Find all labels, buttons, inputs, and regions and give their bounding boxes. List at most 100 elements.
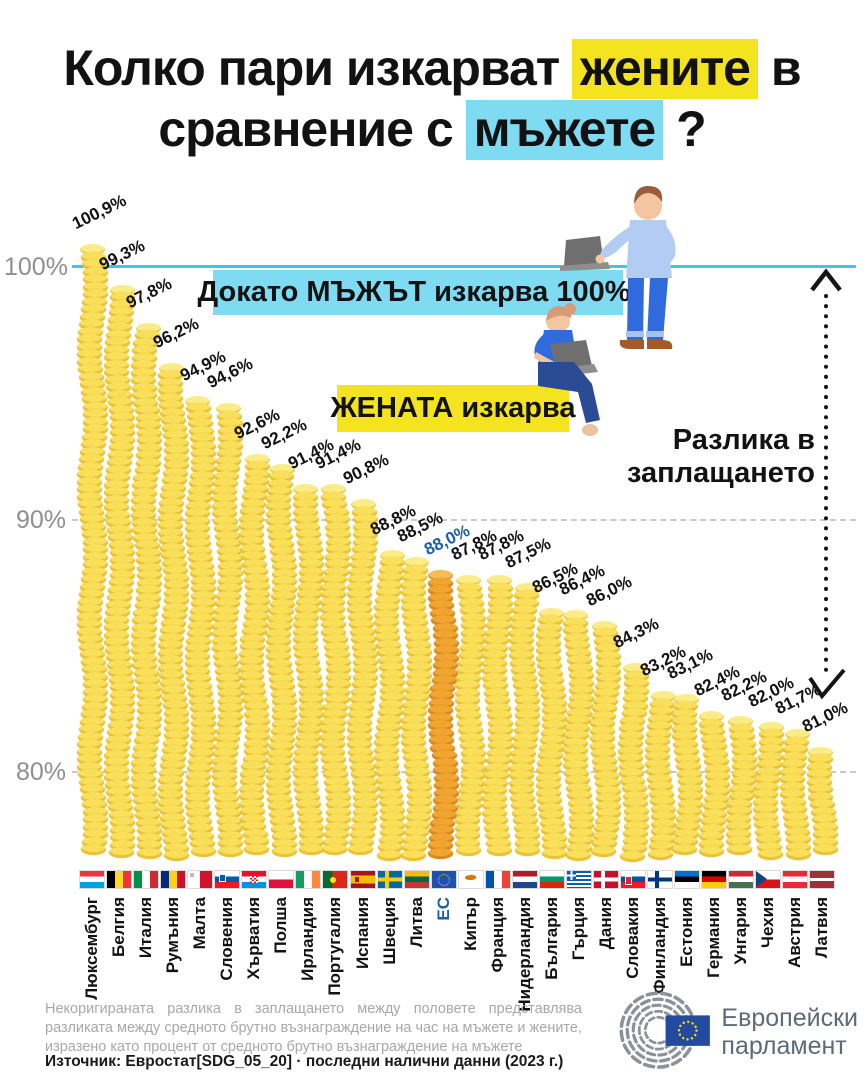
- coin-icon: [485, 627, 511, 639]
- coin-icon: [82, 289, 108, 301]
- coin-icon: [321, 761, 347, 773]
- coin-icon: [347, 739, 372, 751]
- coin-icon: [622, 790, 648, 802]
- title-text: сравнение с: [158, 101, 466, 157]
- coin-icon: [265, 508, 291, 520]
- coin-icon: [432, 810, 458, 821]
- flag-dk-icon: [593, 871, 618, 888]
- title-line-2: сравнение с мъжете ?: [0, 99, 864, 160]
- coin-icon: [243, 476, 269, 488]
- coin-icon: [353, 791, 378, 803]
- coin-icon: [134, 540, 160, 552]
- coin-icon: [238, 798, 264, 810]
- coin-icon: [536, 645, 562, 657]
- coin-icon: [214, 530, 240, 542]
- coin-icon: [130, 495, 156, 507]
- coin-icon: [511, 612, 537, 624]
- coin-icon: [484, 635, 510, 647]
- coin-icon: [510, 755, 536, 767]
- coin-icon: [292, 506, 318, 518]
- coin-icon: [484, 822, 510, 834]
- coin-icon: [536, 772, 562, 784]
- title-text: Колко пари изкарват: [63, 40, 573, 96]
- coin-icon: [672, 836, 698, 848]
- coin-icon: [591, 748, 617, 759]
- coin-icon: [379, 797, 405, 809]
- coin-icon: [725, 836, 751, 848]
- coin-icon: [319, 611, 345, 623]
- coin-icon: [541, 825, 567, 837]
- coin-icon: [81, 799, 107, 811]
- coin-icon: [564, 730, 590, 742]
- coin-icon: [267, 478, 293, 490]
- coin-icon: [563, 760, 589, 772]
- coin-icon: [729, 731, 755, 743]
- coin-icon: [404, 759, 430, 771]
- coin-icon: [514, 597, 540, 609]
- coin-icon: [244, 588, 270, 600]
- coin-icon: [461, 620, 487, 632]
- coin-icon: [240, 821, 266, 833]
- coin-icon: [812, 844, 838, 856]
- coin-icon: [509, 642, 535, 654]
- coin-icon: [136, 442, 162, 454]
- coin-icon: [106, 727, 132, 739]
- coin-icon: [239, 641, 265, 653]
- coin-icon: [132, 795, 158, 807]
- coin-icon: [542, 840, 568, 852]
- coin-icon: [405, 819, 431, 831]
- coin-icon: [404, 827, 430, 839]
- coin-icon: [298, 686, 324, 698]
- coin-icon: [727, 716, 753, 728]
- coin-icon: [292, 641, 318, 653]
- coin-icon: [240, 761, 266, 773]
- coin-icon: [483, 815, 509, 827]
- coin-icon: [375, 729, 401, 741]
- coin-icon: [509, 627, 535, 639]
- coin-icon: [347, 589, 372, 601]
- coin-icon: [163, 580, 189, 592]
- coin-icon: [322, 836, 348, 848]
- coin-icon: [322, 634, 348, 646]
- coin-icon: [82, 416, 108, 428]
- coin-icon: [725, 828, 751, 840]
- coin-icon: [184, 658, 210, 670]
- coin-icon: [131, 352, 157, 364]
- coin-icon: [106, 322, 132, 334]
- coin-icon: [378, 572, 404, 584]
- coin-icon: [76, 469, 102, 481]
- coin-icon: [243, 738, 269, 750]
- coin-icon: [162, 430, 188, 442]
- ep-logo-text: Европейски парламент: [721, 1004, 858, 1061]
- coin-icon: [242, 483, 268, 495]
- coin-icon: [267, 666, 293, 678]
- coin-icon: [321, 574, 347, 586]
- coin-icon: [244, 731, 270, 743]
- coin-icon: [107, 719, 133, 731]
- coin-icon: [455, 837, 481, 849]
- coin-icon: [380, 819, 406, 831]
- coin-icon: [81, 836, 107, 848]
- coin-icon: [78, 776, 104, 788]
- country-label-si: Словения: [217, 897, 237, 981]
- coin-icon: [644, 736, 670, 748]
- coin-icon: [379, 564, 405, 576]
- coin-icon: [215, 590, 241, 602]
- coin-icon: [270, 591, 296, 603]
- coin-icon: [105, 517, 131, 529]
- coin-icon: [380, 827, 406, 839]
- coin-icon: [704, 778, 730, 790]
- coin-icon: [704, 771, 730, 783]
- coin-icon: [211, 485, 237, 497]
- coin-icon: [482, 800, 508, 812]
- man-with-laptop-illustration: [560, 186, 676, 349]
- coin-icon: [347, 596, 372, 608]
- coin-stack-dk: [590, 620, 622, 863]
- coin-icon: [461, 762, 487, 774]
- coin-icon: [271, 583, 297, 595]
- flag-fr-icon: [485, 871, 510, 888]
- country-label-lt: Литва: [406, 897, 426, 948]
- coin-icon: [756, 841, 782, 853]
- coin-icon: [319, 724, 345, 736]
- coin-icon: [482, 672, 508, 684]
